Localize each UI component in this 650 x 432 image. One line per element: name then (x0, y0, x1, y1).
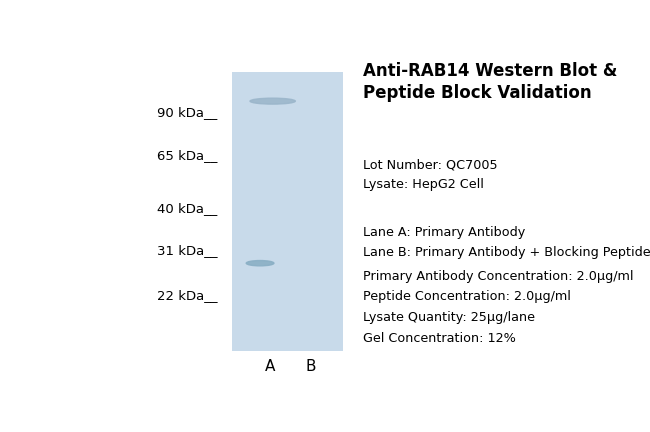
Text: Lysate: HepG2 Cell: Lysate: HepG2 Cell (363, 178, 484, 191)
Text: 90 kDa__: 90 kDa__ (157, 106, 217, 119)
FancyBboxPatch shape (233, 72, 343, 351)
Text: A: A (265, 359, 276, 374)
Ellipse shape (246, 260, 274, 266)
Text: Anti-RAB14 Western Blot &
Peptide Block Validation: Anti-RAB14 Western Blot & Peptide Block … (363, 62, 618, 102)
Text: Lot Number: QC7005: Lot Number: QC7005 (363, 158, 498, 171)
Text: Gel Concentration: 12%: Gel Concentration: 12% (363, 332, 516, 345)
Text: Lane B: Primary Antibody + Blocking Peptide: Lane B: Primary Antibody + Blocking Pept… (363, 246, 650, 260)
Text: Lysate Quantity: 25μg/lane: Lysate Quantity: 25μg/lane (363, 311, 536, 324)
Ellipse shape (250, 98, 295, 104)
Text: 65 kDa__: 65 kDa__ (157, 149, 217, 162)
Text: Peptide Concentration: 2.0μg/ml: Peptide Concentration: 2.0μg/ml (363, 290, 571, 303)
Text: Primary Antibody Concentration: 2.0μg/ml: Primary Antibody Concentration: 2.0μg/ml (363, 270, 634, 283)
Text: Lane A: Primary Antibody: Lane A: Primary Antibody (363, 226, 526, 239)
Text: B: B (306, 359, 316, 374)
Text: 22 kDa__: 22 kDa__ (157, 289, 217, 302)
Text: 40 kDa__: 40 kDa__ (157, 202, 217, 215)
Text: 31 kDa__: 31 kDa__ (157, 244, 217, 257)
